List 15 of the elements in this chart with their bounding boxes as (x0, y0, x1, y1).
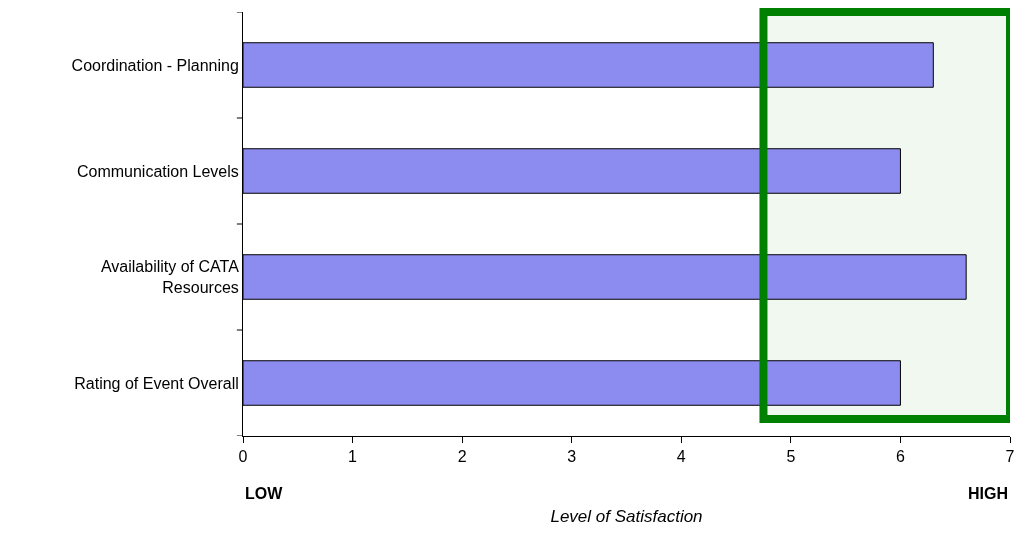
x-tick-label: 4 (676, 448, 686, 466)
x-tick-label: 2 (457, 448, 467, 466)
x-tick-label: 6 (895, 448, 905, 466)
x-tick-label: 7 (1005, 448, 1015, 466)
y-tick-label: Availability of CATA Resources (100, 258, 240, 296)
y-tick-label: Rating of Event Overall (74, 374, 239, 392)
y-tick-label: Coordination - Planning (71, 56, 239, 74)
x-axis-title: Level of Satisfaction (550, 506, 703, 526)
y-tick-label: Communication Levels (76, 162, 239, 180)
x-tick-label: 1 (348, 448, 358, 466)
x-tick-label: 5 (786, 448, 796, 466)
text: HIGH (968, 485, 1008, 502)
x-tick-label: 0 (238, 448, 248, 466)
x-tick-label: 3 (567, 448, 577, 466)
text: LOW (245, 485, 284, 502)
